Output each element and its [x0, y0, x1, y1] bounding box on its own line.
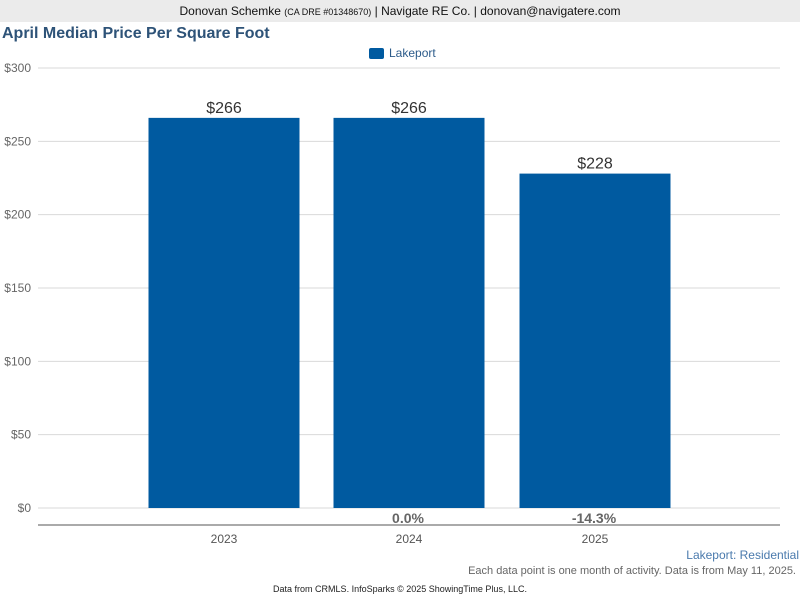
bar — [519, 173, 671, 508]
legend-label: Lakeport — [389, 46, 436, 60]
y-tick-label: $0 — [18, 501, 32, 515]
footer-credit: Data from CRMLS. InfoSparks © 2025 Showi… — [273, 584, 527, 594]
bar-value-label: $266 — [391, 100, 427, 117]
x-tick-label: 2025 — [582, 532, 609, 546]
y-tick-label: $100 — [4, 354, 31, 368]
bar — [148, 117, 300, 508]
bar-change-label: 0.0% — [392, 510, 424, 526]
bar-change-label: -14.3% — [572, 510, 617, 526]
agent-license: (CA DRE #01348670) — [284, 7, 372, 17]
y-tick-label: $200 — [4, 208, 31, 222]
x-tick-label: 2024 — [396, 532, 423, 546]
bar-value-label: $228 — [577, 156, 613, 173]
y-tick-label: $150 — [4, 281, 31, 295]
bar-value-label: $266 — [206, 100, 242, 117]
header-bar: Donovan Schemke (CA DRE #01348670) | Nav… — [0, 0, 800, 22]
legend-swatch — [369, 47, 384, 59]
y-tick-label: $300 — [4, 61, 31, 75]
bar — [333, 117, 485, 508]
x-tick-label: 2023 — [211, 532, 238, 546]
y-tick-label: $250 — [4, 134, 31, 148]
chart-title: April Median Price Per Square Foot — [2, 25, 270, 42]
chart-subtitle: Lakeport: Residential — [686, 548, 799, 562]
legend[interactable]: Lakeport — [369, 46, 436, 60]
footnote: Each data point is one month of activity… — [468, 565, 796, 577]
agent-contact: | Navigate RE Co. | donovan@navigatere.c… — [374, 4, 621, 18]
agent-name: Donovan Schemke — [179, 4, 281, 18]
y-tick-label: $50 — [11, 428, 31, 442]
